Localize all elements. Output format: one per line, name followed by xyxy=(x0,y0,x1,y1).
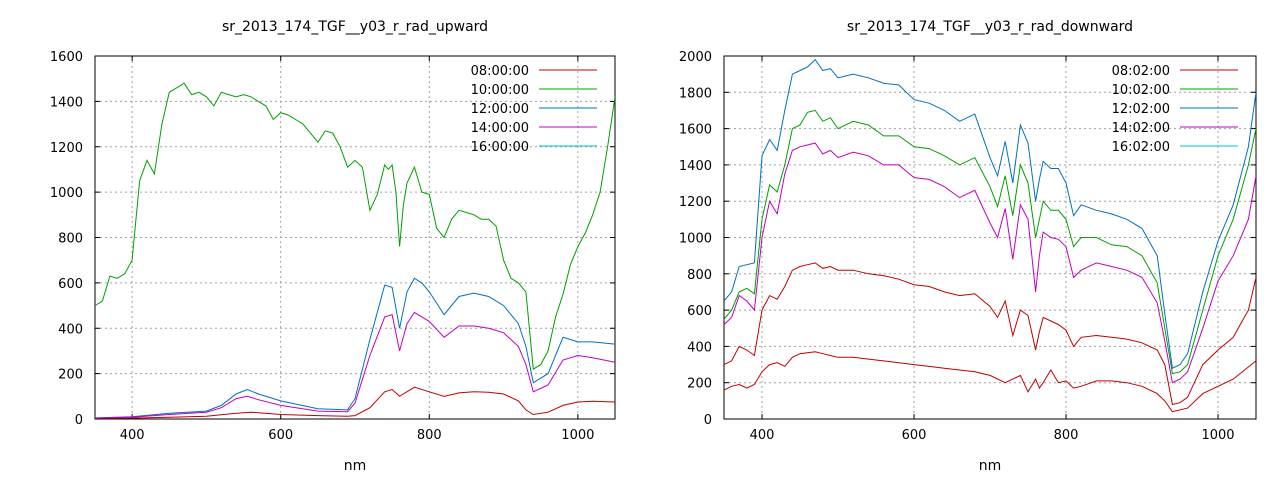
x-tick-label: 800 xyxy=(417,428,442,443)
series-line xyxy=(95,82,615,370)
chart-panel-0: 400 600 800 1000 0 200 400 600 800 1000 1200 1400 16… xyxy=(50,19,616,474)
legend-label: 08:02:00 xyxy=(1112,64,1170,79)
legend-label: 14:02:00 xyxy=(1112,121,1170,136)
x-tick-label: 400 xyxy=(120,428,145,443)
y-tick-label: 600 xyxy=(58,277,83,292)
y-tick-label: 1200 xyxy=(679,195,712,210)
chart-title: sr_2013_174_TGF__y03_r_rad_downward xyxy=(847,19,1133,35)
series-line xyxy=(724,142,1256,384)
series-line xyxy=(724,109,1256,375)
chart-panel-1: 400 600 800 1000 0 200 400 600 800 1000 1200 1400 16… xyxy=(679,19,1257,474)
x-tick-label: 800 xyxy=(1054,428,1079,443)
y-tick-label: 1400 xyxy=(679,159,712,174)
legend-label: 10:02:00 xyxy=(1112,83,1170,98)
y-tick-label: 1400 xyxy=(50,95,83,110)
x-tick-label: 600 xyxy=(268,428,293,443)
y-tick-label: 0 xyxy=(704,413,712,428)
legend-label: 12:02:00 xyxy=(1112,102,1170,117)
y-tick-label: 200 xyxy=(58,368,83,383)
y-tick-label: 1200 xyxy=(50,141,83,156)
series-line xyxy=(95,311,615,419)
x-tick-label: 1000 xyxy=(561,428,594,443)
x-axis-label: nm xyxy=(979,458,1002,474)
series-line xyxy=(724,262,1256,406)
y-tick-label: 1600 xyxy=(50,50,83,65)
x-axis-label: nm xyxy=(344,458,367,474)
legend-label: 14:00:00 xyxy=(471,121,529,136)
legend-label: 16:02:00 xyxy=(1112,140,1170,155)
y-tick-label: 1600 xyxy=(679,123,712,138)
y-tick-label: 400 xyxy=(687,340,712,355)
legend-label: 12:00:00 xyxy=(471,102,529,117)
y-tick-label: 0 xyxy=(75,413,83,428)
legend-label: 16:00:00 xyxy=(471,140,529,155)
y-tick-label: 400 xyxy=(58,322,83,337)
y-tick-label: 800 xyxy=(58,232,83,247)
series-line xyxy=(95,277,615,419)
legend-label: 10:00:00 xyxy=(471,83,529,98)
y-tick-label: 600 xyxy=(687,304,712,319)
legend-label: 08:00:00 xyxy=(471,64,529,79)
series-line xyxy=(724,58,1256,369)
x-tick-label: 600 xyxy=(902,428,927,443)
series-line xyxy=(724,351,1256,413)
x-tick-label: 400 xyxy=(750,428,775,443)
y-tick-label: 2000 xyxy=(679,50,712,65)
y-tick-label: 1000 xyxy=(50,186,83,201)
y-tick-label: 800 xyxy=(687,268,712,283)
x-tick-label: 1000 xyxy=(1201,428,1234,443)
chart-title: sr_2013_174_TGF__y03_r_rad_upward xyxy=(222,19,488,35)
y-tick-label: 1800 xyxy=(679,86,712,101)
y-tick-label: 200 xyxy=(687,377,712,392)
y-tick-label: 1000 xyxy=(679,232,712,247)
series-line xyxy=(95,386,615,419)
